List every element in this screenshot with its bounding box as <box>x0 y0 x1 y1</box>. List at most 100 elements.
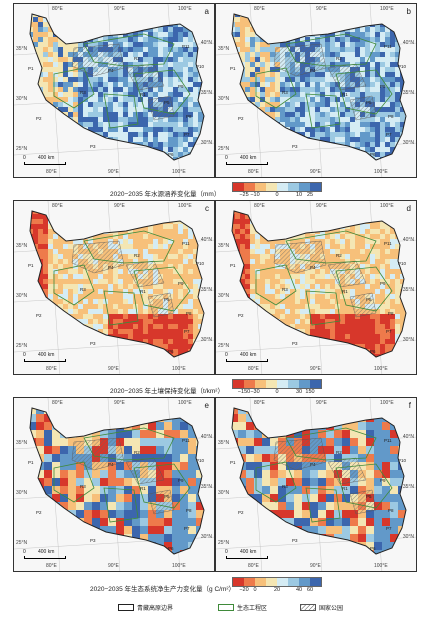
raster-cell <box>58 211 63 214</box>
raster-cell <box>295 349 300 354</box>
raster-cell <box>124 526 132 534</box>
raster-cell <box>320 92 325 97</box>
raster-cell <box>365 344 370 349</box>
raster-cell <box>355 224 360 229</box>
raster-cell <box>370 117 375 122</box>
raster-cell <box>88 157 93 160</box>
raster-cell <box>78 27 83 32</box>
raster-cell <box>385 314 390 319</box>
raster-cell <box>30 219 33 224</box>
raster-cell <box>84 526 92 534</box>
raster-cell <box>173 57 178 62</box>
raster-cell <box>260 254 265 259</box>
raster-cell <box>250 72 255 77</box>
raster-cell <box>43 234 48 239</box>
raster-cell <box>260 102 265 107</box>
raster-cell <box>168 344 173 349</box>
raster-cell <box>203 329 204 334</box>
raster-cell <box>63 274 68 279</box>
raster-cell <box>203 52 204 57</box>
raster-cell <box>113 269 118 274</box>
raster-cell <box>48 87 53 92</box>
raster-cell <box>128 102 133 107</box>
raster-cell <box>232 284 235 289</box>
raster-cell <box>163 269 168 274</box>
raster-cell <box>355 14 360 17</box>
raster-cell <box>173 329 178 334</box>
raster-cell <box>232 57 235 62</box>
raster-cell <box>300 152 305 157</box>
raster-cell <box>43 37 48 42</box>
raster-cell <box>340 92 345 97</box>
raster-cell <box>98 162 103 167</box>
raster-cell <box>232 319 235 324</box>
raster-cell <box>280 354 285 357</box>
raster-cell <box>30 224 33 229</box>
raster-cell <box>48 259 53 264</box>
raster-cell <box>395 214 400 219</box>
raster-cell <box>178 244 183 249</box>
raster-cell <box>164 414 172 422</box>
raster-cell <box>235 284 240 289</box>
raster-cell <box>193 157 198 160</box>
raster-cell <box>390 72 395 77</box>
raster-cell <box>345 299 350 304</box>
raster-cell <box>163 329 168 334</box>
raster-cell <box>118 87 123 92</box>
raster-cell <box>250 264 255 269</box>
raster-cell <box>270 97 275 102</box>
raster-cell <box>128 211 133 214</box>
raster-cell <box>355 359 360 364</box>
raster-cell <box>203 324 204 329</box>
raster-cell <box>325 22 330 27</box>
raster-cell <box>93 284 98 289</box>
eco-project-zone <box>255 67 297 109</box>
raster-cell <box>38 27 43 32</box>
raster-cell <box>138 22 143 27</box>
raster-cell <box>88 211 93 214</box>
raster-cell <box>385 359 390 364</box>
raster-cell <box>188 254 193 259</box>
raster-cell <box>310 72 315 77</box>
raster-cell <box>355 339 360 344</box>
raster-cell <box>30 486 36 494</box>
raster-cell <box>385 72 390 77</box>
raster-cell <box>390 214 395 219</box>
raster-cell <box>240 47 245 52</box>
raster-cell <box>375 97 380 102</box>
raster-cell <box>123 284 128 289</box>
raster-cell <box>143 254 148 259</box>
raster-cell <box>340 42 345 47</box>
raster-cell <box>124 494 132 502</box>
raster-cell <box>73 211 78 214</box>
raster-cell <box>78 142 83 147</box>
raster-cell <box>163 264 168 269</box>
raster-cell <box>350 22 355 27</box>
raster-cell <box>48 309 53 314</box>
raster-cell <box>250 239 255 244</box>
raster-cell <box>305 117 310 122</box>
raster-cell <box>260 92 265 97</box>
raster-cell <box>138 42 143 47</box>
raster-cell <box>178 112 183 117</box>
raster-cell <box>133 244 138 249</box>
raster-cell <box>375 82 380 87</box>
raster-cell <box>30 470 36 478</box>
raster-cell <box>68 82 73 87</box>
raster-cell <box>138 127 143 132</box>
raster-cell <box>240 299 245 304</box>
raster-cell <box>265 304 270 309</box>
raster-cell <box>92 510 100 518</box>
raster-cell <box>355 47 360 52</box>
raster-cell <box>148 127 153 132</box>
raster-cell <box>240 77 245 82</box>
raster-cell <box>83 279 88 284</box>
raster-cell <box>73 92 78 97</box>
raster-cell <box>400 224 405 229</box>
raster-cell <box>395 92 400 97</box>
raster-cell <box>405 107 406 112</box>
lat-label: 25°N <box>16 146 28 152</box>
raster-cell <box>123 354 128 357</box>
raster-cell <box>385 137 390 142</box>
raster-cell <box>178 329 183 334</box>
